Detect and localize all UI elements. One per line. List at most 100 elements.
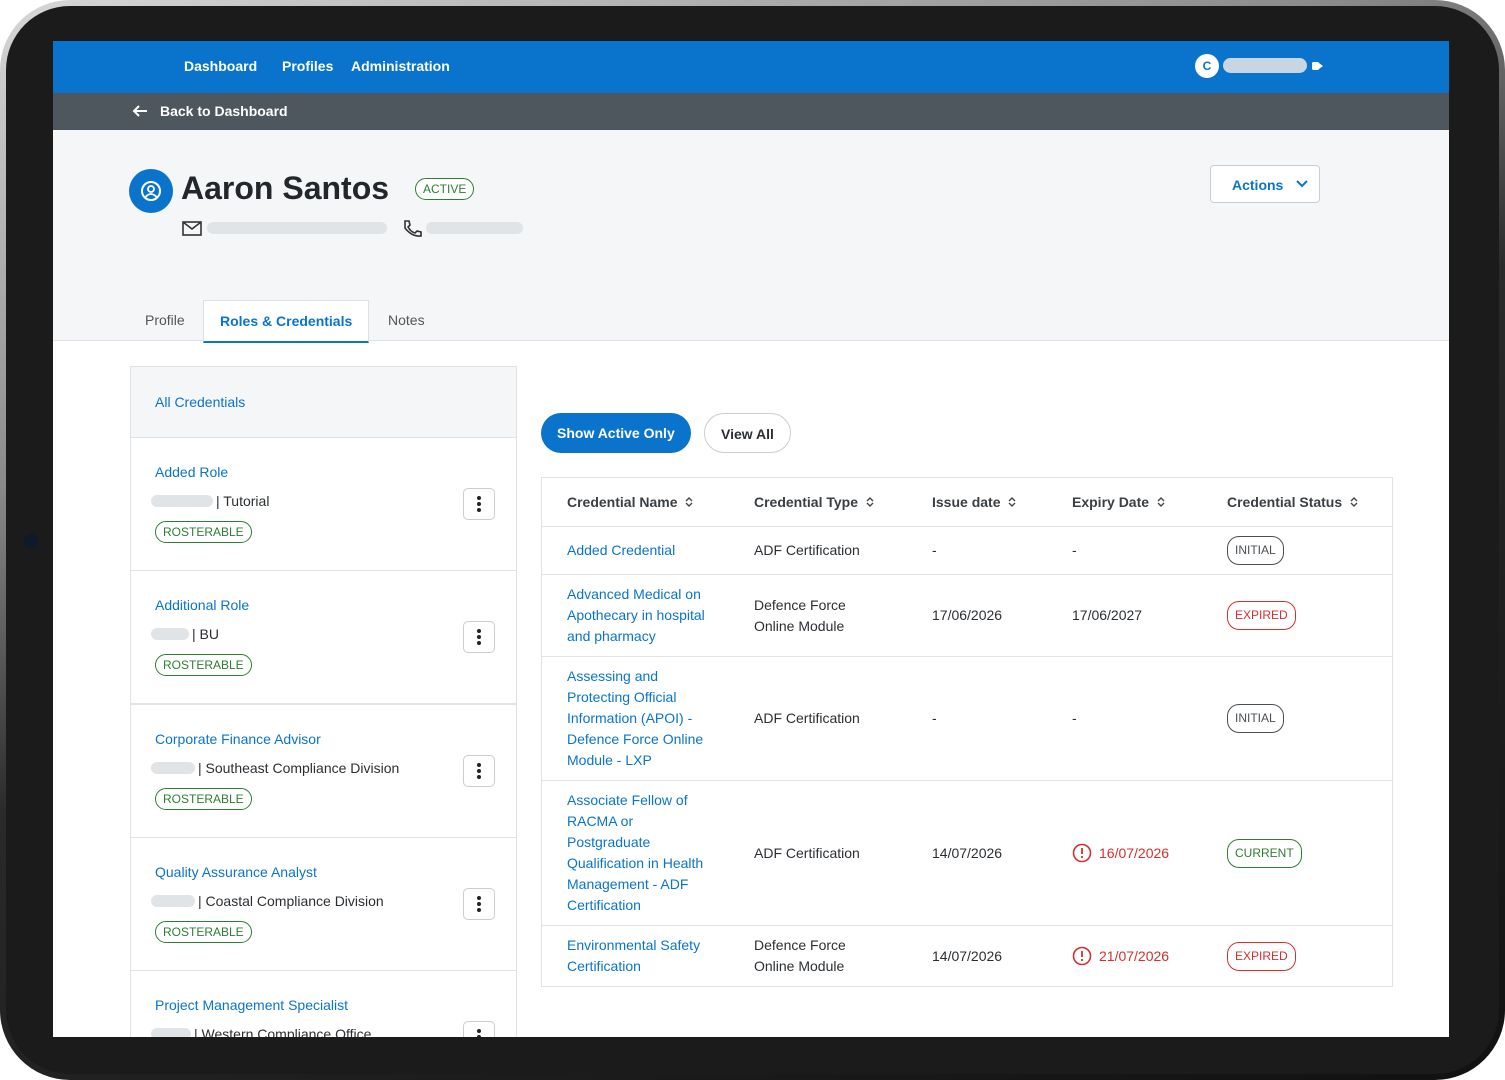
issue-date: 14/07/2026 xyxy=(907,780,1047,926)
expiry-cell: 16/07/2026 xyxy=(1047,780,1202,926)
kebab-icon xyxy=(477,629,481,646)
credential-name[interactable]: Added Credential xyxy=(542,526,729,575)
filter-button[interactable]: Show Active Only xyxy=(541,413,691,453)
kebab-button[interactable] xyxy=(463,1021,495,1037)
role-unit-row: | Tutorial xyxy=(151,493,269,509)
role-title: Project Management Specialist xyxy=(155,997,348,1014)
credential-type: Defence Force Online Module xyxy=(729,574,907,657)
credential-name[interactable]: Environmental Safety Certification xyxy=(542,925,729,987)
profile-header: Aaron Santos ACTIVE Actions Profile Role… xyxy=(53,130,1449,343)
kebab-icon xyxy=(477,762,481,779)
issue-date: 17/06/2026 xyxy=(907,574,1047,657)
tab[interactable]: Profile xyxy=(145,312,185,328)
column-header[interactable]: Credential Type xyxy=(729,478,907,527)
issue-date: - xyxy=(907,656,1047,781)
tab[interactable]: Notes xyxy=(388,312,425,328)
credential-row: Associate Fellow of RACMA or Postgraduat… xyxy=(542,780,1392,926)
actions-label: Actions xyxy=(1232,177,1284,193)
kebab-button[interactable] xyxy=(463,887,495,920)
column-header[interactable]: Expiry Date xyxy=(1047,478,1202,527)
filter-button[interactable]: View All xyxy=(704,413,791,453)
role-unit: | Coastal Compliance Division xyxy=(198,892,384,909)
actions-button[interactable]: Actions xyxy=(1210,165,1320,203)
phone-icon xyxy=(404,220,422,237)
expiry-cell: 21/07/2026 xyxy=(1047,925,1202,987)
kebab-icon xyxy=(477,1029,481,1037)
credential-row: Added Credential ADF Certification - - INITI… xyxy=(542,526,1392,575)
expiry-date: 16/07/2026 xyxy=(1099,844,1170,861)
credentials-table-wrap: Credential Name Credential Type Issue date… xyxy=(541,477,1393,987)
column-header[interactable]: Credential Name xyxy=(542,478,729,527)
sort-icon xyxy=(1008,497,1016,507)
role-badge: ROSTERABLE xyxy=(155,654,252,677)
unit-redacted xyxy=(151,628,189,641)
sort-icon xyxy=(1157,497,1165,507)
status-cell: EXPIRED xyxy=(1202,925,1392,987)
kebab-icon xyxy=(477,496,481,512)
header-row: Credential Name Credential Type Issue date… xyxy=(542,478,1392,527)
role-unit-row: | Southeast Compliance Division xyxy=(151,760,399,776)
credential-name[interactable]: Advanced Medical on Apothecary in hospit… xyxy=(542,574,729,657)
nav-link[interactable]: Profiles xyxy=(282,58,334,74)
kebab-button[interactable] xyxy=(463,754,495,787)
expiry-date: 21/07/2026 xyxy=(1099,947,1170,964)
expiry-cell: - xyxy=(1047,656,1202,781)
status-cell: INITIAL xyxy=(1202,526,1392,575)
role-title: Corporate Finance Advisor xyxy=(155,730,321,747)
email-redacted xyxy=(207,222,387,234)
credential-name[interactable]: Assessing and Protecting Official Inform… xyxy=(542,656,729,781)
back-bar: Back to Dashboard xyxy=(53,93,1449,130)
column-header[interactable]: Credential Status xyxy=(1202,478,1392,527)
role-badge: ROSTERABLE xyxy=(155,920,252,943)
tab-active[interactable]: Roles & Credentials xyxy=(203,300,370,343)
role-card[interactable]: Added Role | Tutorial ROSTERABLE xyxy=(130,437,517,571)
chevron-down xyxy=(1296,180,1308,188)
expiry-date: 17/06/2027 xyxy=(1072,607,1143,623)
credential-type: ADF Certification xyxy=(729,656,907,781)
sort-icon xyxy=(866,497,874,507)
status-cell: EXPIRED xyxy=(1202,574,1392,657)
content: All Credentials Added Role | Tutorial ROST… xyxy=(53,341,1449,1037)
expiry-cell: - xyxy=(1047,526,1202,575)
credential-name[interactable]: Associate Fellow of RACMA or Postgraduat… xyxy=(542,780,729,926)
kebab-button[interactable] xyxy=(463,621,495,654)
nav-link[interactable]: Administration xyxy=(351,58,450,74)
logout-icon[interactable] xyxy=(1311,59,1325,73)
sort-icon xyxy=(1350,497,1358,507)
unit-redacted xyxy=(151,761,195,774)
status-badge: INITIAL xyxy=(1227,536,1284,565)
role-title: Quality Assurance Analyst xyxy=(155,863,317,880)
email-icon xyxy=(182,221,202,236)
user-avatar[interactable]: C xyxy=(1195,54,1219,78)
role-card[interactable]: Corporate Finance Advisor | Southeast Com… xyxy=(130,703,517,838)
kebab-icon xyxy=(477,895,481,912)
role-card[interactable]: Quality Assurance Analyst | Coastal Compl… xyxy=(130,836,517,971)
nav-link[interactable]: Dashboard xyxy=(184,58,258,74)
unit-redacted xyxy=(151,1028,191,1037)
status-badge: ACTIVE xyxy=(415,178,475,200)
top-nav: Dashboard Profiles Administration C xyxy=(53,41,1449,93)
role-unit: | Southeast Compliance Division xyxy=(198,759,400,776)
kebab-button[interactable] xyxy=(463,488,495,520)
role-card[interactable]: Additional Role | BU ROSTERABLE xyxy=(130,570,517,705)
overdue-icon xyxy=(1072,946,1092,965)
column-label: Credential Status xyxy=(1227,494,1343,510)
issue-date: - xyxy=(907,526,1047,575)
back-link[interactable]: Back to Dashboard xyxy=(160,103,288,119)
status-badge: CURRENT xyxy=(1227,838,1302,868)
credential-row: Environmental Safety Certification Defenc… xyxy=(542,925,1392,987)
sort-icon xyxy=(685,497,693,507)
role-card[interactable]: Project Management Specialist | Western C… xyxy=(130,970,517,1037)
camera xyxy=(24,534,38,548)
role-unit-row: | BU xyxy=(151,626,219,642)
column-label: Credential Type xyxy=(754,494,858,510)
role-unit: | Tutorial xyxy=(216,493,270,509)
all-credentials[interactable]: All Credentials xyxy=(130,366,517,438)
status-cell: CURRENT xyxy=(1202,780,1392,926)
status-badge: INITIAL xyxy=(1227,704,1284,733)
profile-avatar xyxy=(129,169,173,213)
phone-redacted xyxy=(426,222,523,234)
role-badge: ROSTERABLE xyxy=(155,787,252,810)
column-header[interactable]: Issue date xyxy=(907,478,1047,527)
credential-type: ADF Certification xyxy=(729,526,907,575)
